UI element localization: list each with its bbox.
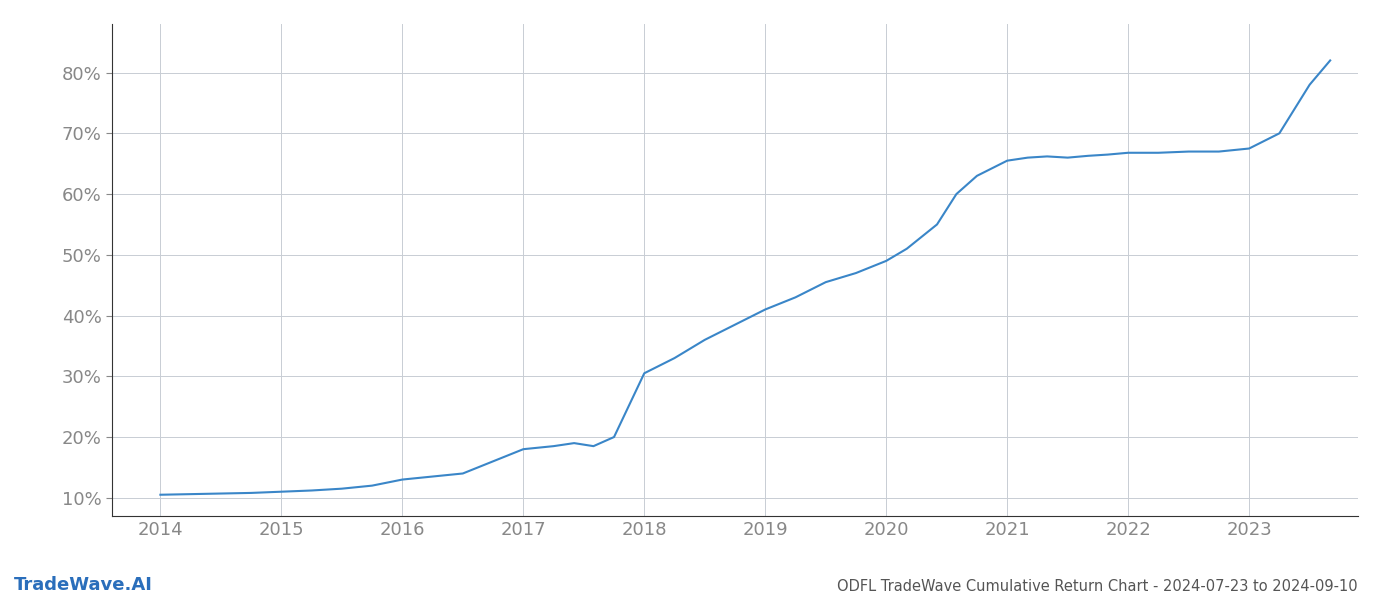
Text: TradeWave.AI: TradeWave.AI <box>14 576 153 594</box>
Text: ODFL TradeWave Cumulative Return Chart - 2024-07-23 to 2024-09-10: ODFL TradeWave Cumulative Return Chart -… <box>837 579 1358 594</box>
